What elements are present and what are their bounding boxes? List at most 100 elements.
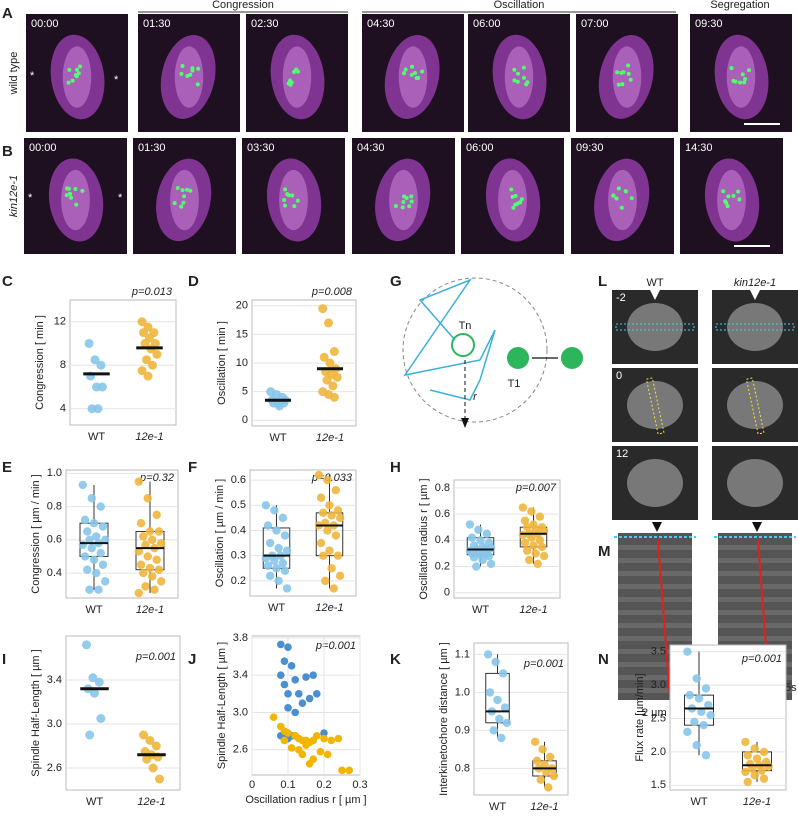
point bbox=[96, 502, 105, 511]
chromosome bbox=[511, 205, 516, 210]
point bbox=[314, 470, 324, 480]
chromosome bbox=[179, 71, 184, 76]
point bbox=[139, 532, 148, 541]
chromosome bbox=[614, 196, 619, 201]
point bbox=[525, 555, 534, 565]
column-label: WT bbox=[646, 277, 663, 289]
point bbox=[80, 552, 90, 561]
chromosome bbox=[74, 67, 79, 72]
p-value: p=0.001 bbox=[523, 658, 564, 670]
plot-frame bbox=[69, 299, 177, 426]
kinetochore-tn bbox=[451, 333, 475, 357]
y-tick-label: 2.6 bbox=[47, 762, 62, 774]
chromosome bbox=[512, 67, 517, 72]
chromosome bbox=[180, 64, 185, 69]
chromosome bbox=[67, 67, 72, 72]
point bbox=[323, 526, 332, 535]
chromosome bbox=[401, 71, 406, 76]
point bbox=[96, 360, 106, 370]
marker bbox=[752, 522, 762, 532]
chromosome bbox=[724, 200, 729, 205]
chromosome bbox=[294, 67, 299, 72]
point bbox=[518, 530, 528, 540]
point bbox=[520, 516, 530, 525]
point bbox=[90, 355, 100, 365]
chromosome bbox=[616, 186, 621, 191]
scale-label: 5s bbox=[785, 682, 797, 694]
point bbox=[305, 760, 314, 768]
point bbox=[474, 525, 483, 535]
point bbox=[692, 741, 701, 750]
point bbox=[143, 371, 153, 381]
point bbox=[90, 688, 99, 698]
spindle bbox=[627, 459, 683, 507]
x-tick-label: WT bbox=[86, 796, 103, 808]
chromosome bbox=[515, 79, 520, 84]
y-axis-label: Congression [ µm / min ] bbox=[30, 474, 42, 593]
point bbox=[274, 576, 283, 586]
point bbox=[329, 392, 339, 402]
marker bbox=[652, 522, 662, 532]
chromosome bbox=[620, 82, 625, 87]
point bbox=[148, 763, 158, 773]
chromosome bbox=[521, 75, 526, 80]
chromosome bbox=[743, 76, 748, 81]
p-value: p=0.001 bbox=[135, 651, 176, 663]
point bbox=[467, 533, 477, 542]
kinetochore-t2 bbox=[561, 347, 583, 369]
point bbox=[302, 741, 310, 749]
point bbox=[280, 531, 290, 540]
point bbox=[87, 543, 96, 553]
timestamp: 04:30 bbox=[367, 18, 395, 30]
chromosome bbox=[619, 205, 624, 210]
point bbox=[270, 556, 279, 565]
point bbox=[325, 358, 335, 368]
chromosome bbox=[73, 187, 78, 192]
chromosome bbox=[196, 66, 201, 71]
kymo-stripe bbox=[718, 623, 792, 628]
kymo-stripe bbox=[718, 584, 792, 589]
point bbox=[269, 713, 278, 721]
y-tick-label: 3.8 bbox=[233, 632, 248, 644]
chromosome bbox=[64, 193, 69, 198]
y-tick-label: 2.5 bbox=[651, 712, 666, 724]
y-axis-label: Oscillation [ min ] bbox=[216, 321, 228, 405]
chromosome bbox=[409, 72, 414, 77]
point bbox=[318, 304, 328, 314]
panel-label: N bbox=[598, 651, 609, 668]
kymo-stripe bbox=[618, 597, 692, 602]
point bbox=[278, 559, 288, 568]
y-tick-label: 0.2 bbox=[435, 560, 450, 572]
y-tick-label: 0.8 bbox=[455, 762, 470, 774]
y-tick-label: 3.4 bbox=[47, 674, 62, 686]
point bbox=[536, 775, 545, 784]
chromosome bbox=[65, 186, 70, 191]
point bbox=[498, 669, 508, 678]
x-tick-label: WT bbox=[489, 801, 506, 813]
kymo-stripe bbox=[618, 623, 692, 628]
y-tick-label: 4 bbox=[60, 403, 66, 415]
point bbox=[539, 551, 549, 561]
y-tick-label: 20 bbox=[236, 300, 248, 312]
point bbox=[482, 529, 492, 538]
point bbox=[152, 349, 162, 359]
chromosome bbox=[726, 194, 731, 199]
x-tick-label: 0 bbox=[249, 779, 255, 791]
kymo-stripe bbox=[618, 545, 692, 550]
timestamp: 00:00 bbox=[31, 18, 59, 30]
x-tick-label: WT bbox=[472, 604, 489, 616]
chromosome bbox=[182, 194, 187, 199]
marker bbox=[650, 290, 660, 300]
point bbox=[152, 510, 161, 520]
point bbox=[85, 585, 94, 594]
spindle-core bbox=[498, 169, 527, 231]
point bbox=[335, 571, 345, 581]
y-tick-label: 8 bbox=[60, 359, 66, 371]
point bbox=[338, 766, 346, 775]
asterisk: * bbox=[28, 192, 33, 204]
point bbox=[287, 744, 296, 752]
chromosome bbox=[729, 66, 734, 71]
point bbox=[497, 733, 506, 743]
timestamp: 14:30 bbox=[685, 142, 713, 154]
point bbox=[320, 734, 328, 743]
